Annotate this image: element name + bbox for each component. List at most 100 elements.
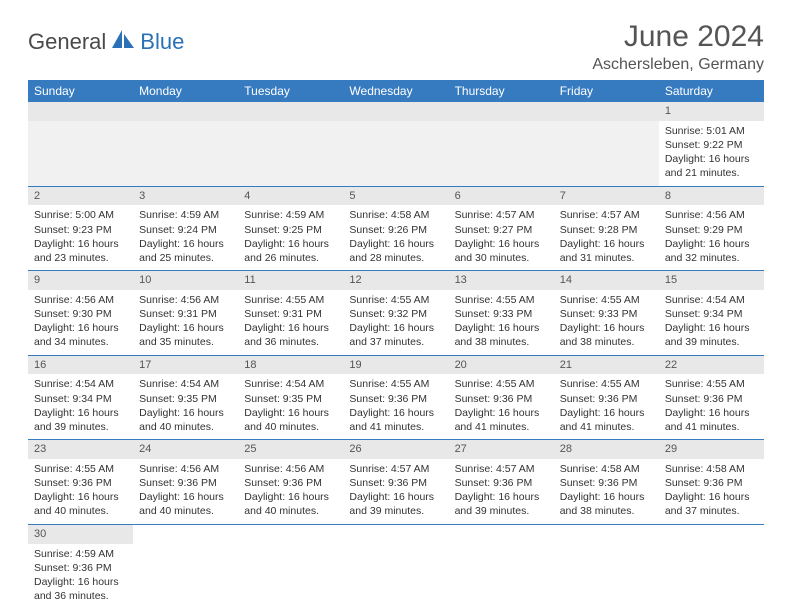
day-body: Sunrise: 4:57 AMSunset: 9:27 PMDaylight:… bbox=[449, 205, 554, 270]
calendar-cell-empty bbox=[238, 524, 343, 608]
day-number: 30 bbox=[28, 525, 133, 544]
day-number: 3 bbox=[133, 187, 238, 206]
day-body: Sunrise: 4:54 AMSunset: 9:34 PMDaylight:… bbox=[659, 290, 764, 355]
day-number: 1 bbox=[659, 102, 764, 121]
day-number: 24 bbox=[133, 440, 238, 459]
day-number: 10 bbox=[133, 271, 238, 290]
calendar-cell: 1Sunrise: 5:01 AMSunset: 9:22 PMDaylight… bbox=[659, 102, 764, 186]
day-body: Sunrise: 4:55 AMSunset: 9:31 PMDaylight:… bbox=[238, 290, 343, 355]
calendar-row: 9Sunrise: 4:56 AMSunset: 9:30 PMDaylight… bbox=[28, 271, 764, 356]
calendar-table: SundayMondayTuesdayWednesdayThursdayFrid… bbox=[28, 80, 764, 608]
calendar-cell: 6Sunrise: 4:57 AMSunset: 9:27 PMDaylight… bbox=[449, 186, 554, 271]
day-number: 14 bbox=[554, 271, 659, 290]
calendar-cell: 2Sunrise: 5:00 AMSunset: 9:23 PMDaylight… bbox=[28, 186, 133, 271]
day-body: Sunrise: 5:00 AMSunset: 9:23 PMDaylight:… bbox=[28, 205, 133, 270]
calendar-cell: 24Sunrise: 4:56 AMSunset: 9:36 PMDayligh… bbox=[133, 440, 238, 525]
day-number: 4 bbox=[238, 187, 343, 206]
day-body: Sunrise: 4:55 AMSunset: 9:36 PMDaylight:… bbox=[449, 374, 554, 439]
day-body: Sunrise: 4:56 AMSunset: 9:31 PMDaylight:… bbox=[133, 290, 238, 355]
calendar-cell-empty bbox=[554, 102, 659, 186]
calendar-cell: 4Sunrise: 4:59 AMSunset: 9:25 PMDaylight… bbox=[238, 186, 343, 271]
calendar-cell-empty bbox=[343, 524, 448, 608]
calendar-cell: 14Sunrise: 4:55 AMSunset: 9:33 PMDayligh… bbox=[554, 271, 659, 356]
calendar-cell: 11Sunrise: 4:55 AMSunset: 9:31 PMDayligh… bbox=[238, 271, 343, 356]
calendar-cell-empty bbox=[554, 524, 659, 608]
day-body: Sunrise: 4:59 AMSunset: 9:36 PMDaylight:… bbox=[28, 544, 133, 609]
calendar-cell: 10Sunrise: 4:56 AMSunset: 9:31 PMDayligh… bbox=[133, 271, 238, 356]
logo-text-blue: Blue bbox=[140, 29, 184, 55]
day-number: 16 bbox=[28, 356, 133, 375]
day-body: Sunrise: 4:58 AMSunset: 9:36 PMDaylight:… bbox=[554, 459, 659, 524]
calendar-cell: 13Sunrise: 4:55 AMSunset: 9:33 PMDayligh… bbox=[449, 271, 554, 356]
day-number: 26 bbox=[343, 440, 448, 459]
calendar-cell: 8Sunrise: 4:56 AMSunset: 9:29 PMDaylight… bbox=[659, 186, 764, 271]
day-body: Sunrise: 4:55 AMSunset: 9:33 PMDaylight:… bbox=[554, 290, 659, 355]
calendar-cell: 26Sunrise: 4:57 AMSunset: 9:36 PMDayligh… bbox=[343, 440, 448, 525]
day-number: 18 bbox=[238, 356, 343, 375]
calendar-cell-empty bbox=[133, 102, 238, 186]
day-number: 29 bbox=[659, 440, 764, 459]
calendar-cell: 7Sunrise: 4:57 AMSunset: 9:28 PMDaylight… bbox=[554, 186, 659, 271]
day-body: Sunrise: 5:01 AMSunset: 9:22 PMDaylight:… bbox=[659, 121, 764, 186]
calendar-cell: 27Sunrise: 4:57 AMSunset: 9:36 PMDayligh… bbox=[449, 440, 554, 525]
weekday-header: Monday bbox=[133, 80, 238, 102]
day-number: 22 bbox=[659, 356, 764, 375]
day-number-empty bbox=[28, 102, 133, 121]
day-number-empty bbox=[554, 102, 659, 121]
calendar-cell-empty bbox=[238, 102, 343, 186]
calendar-cell: 3Sunrise: 4:59 AMSunset: 9:24 PMDaylight… bbox=[133, 186, 238, 271]
day-number: 17 bbox=[133, 356, 238, 375]
calendar-row: 16Sunrise: 4:54 AMSunset: 9:34 PMDayligh… bbox=[28, 355, 764, 440]
weekday-header: Saturday bbox=[659, 80, 764, 102]
calendar-cell: 22Sunrise: 4:55 AMSunset: 9:36 PMDayligh… bbox=[659, 355, 764, 440]
sail-icon bbox=[110, 28, 136, 55]
calendar-cell: 29Sunrise: 4:58 AMSunset: 9:36 PMDayligh… bbox=[659, 440, 764, 525]
day-body: Sunrise: 4:54 AMSunset: 9:34 PMDaylight:… bbox=[28, 374, 133, 439]
day-number: 8 bbox=[659, 187, 764, 206]
day-number: 11 bbox=[238, 271, 343, 290]
calendar-cell: 17Sunrise: 4:54 AMSunset: 9:35 PMDayligh… bbox=[133, 355, 238, 440]
day-number: 13 bbox=[449, 271, 554, 290]
day-body: Sunrise: 4:55 AMSunset: 9:36 PMDaylight:… bbox=[554, 374, 659, 439]
calendar-row: 30Sunrise: 4:59 AMSunset: 9:36 PMDayligh… bbox=[28, 524, 764, 608]
day-number-empty bbox=[343, 102, 448, 121]
day-number: 21 bbox=[554, 356, 659, 375]
calendar-cell: 25Sunrise: 4:56 AMSunset: 9:36 PMDayligh… bbox=[238, 440, 343, 525]
day-body: Sunrise: 4:58 AMSunset: 9:26 PMDaylight:… bbox=[343, 205, 448, 270]
day-number: 20 bbox=[449, 356, 554, 375]
day-number: 7 bbox=[554, 187, 659, 206]
day-body: Sunrise: 4:57 AMSunset: 9:36 PMDaylight:… bbox=[343, 459, 448, 524]
day-body: Sunrise: 4:55 AMSunset: 9:36 PMDaylight:… bbox=[28, 459, 133, 524]
day-body: Sunrise: 4:56 AMSunset: 9:30 PMDaylight:… bbox=[28, 290, 133, 355]
calendar-cell-empty bbox=[133, 524, 238, 608]
calendar-cell: 15Sunrise: 4:54 AMSunset: 9:34 PMDayligh… bbox=[659, 271, 764, 356]
calendar-cell-empty bbox=[28, 102, 133, 186]
day-body: Sunrise: 4:55 AMSunset: 9:33 PMDaylight:… bbox=[449, 290, 554, 355]
calendar-cell: 18Sunrise: 4:54 AMSunset: 9:35 PMDayligh… bbox=[238, 355, 343, 440]
calendar-cell: 5Sunrise: 4:58 AMSunset: 9:26 PMDaylight… bbox=[343, 186, 448, 271]
header: General Blue June 2024 Aschersleben, Ger… bbox=[28, 20, 764, 74]
day-body: Sunrise: 4:55 AMSunset: 9:36 PMDaylight:… bbox=[343, 374, 448, 439]
day-number: 23 bbox=[28, 440, 133, 459]
calendar-cell-empty bbox=[449, 102, 554, 186]
day-number-empty bbox=[238, 102, 343, 121]
day-number: 2 bbox=[28, 187, 133, 206]
calendar-row: 2Sunrise: 5:00 AMSunset: 9:23 PMDaylight… bbox=[28, 186, 764, 271]
day-number-empty bbox=[133, 102, 238, 121]
logo-text-general: General bbox=[28, 29, 106, 55]
weekday-header: Tuesday bbox=[238, 80, 343, 102]
day-body: Sunrise: 4:57 AMSunset: 9:28 PMDaylight:… bbox=[554, 205, 659, 270]
day-number: 9 bbox=[28, 271, 133, 290]
calendar-row: 23Sunrise: 4:55 AMSunset: 9:36 PMDayligh… bbox=[28, 440, 764, 525]
day-body: Sunrise: 4:56 AMSunset: 9:36 PMDaylight:… bbox=[133, 459, 238, 524]
day-body: Sunrise: 4:57 AMSunset: 9:36 PMDaylight:… bbox=[449, 459, 554, 524]
calendar-cell: 23Sunrise: 4:55 AMSunset: 9:36 PMDayligh… bbox=[28, 440, 133, 525]
calendar-cell-empty bbox=[659, 524, 764, 608]
page-title: June 2024 bbox=[592, 20, 764, 54]
day-number: 25 bbox=[238, 440, 343, 459]
day-number: 27 bbox=[449, 440, 554, 459]
weekday-header-row: SundayMondayTuesdayWednesdayThursdayFrid… bbox=[28, 80, 764, 102]
calendar-cell: 9Sunrise: 4:56 AMSunset: 9:30 PMDaylight… bbox=[28, 271, 133, 356]
logo: General Blue bbox=[28, 28, 184, 55]
day-number: 15 bbox=[659, 271, 764, 290]
